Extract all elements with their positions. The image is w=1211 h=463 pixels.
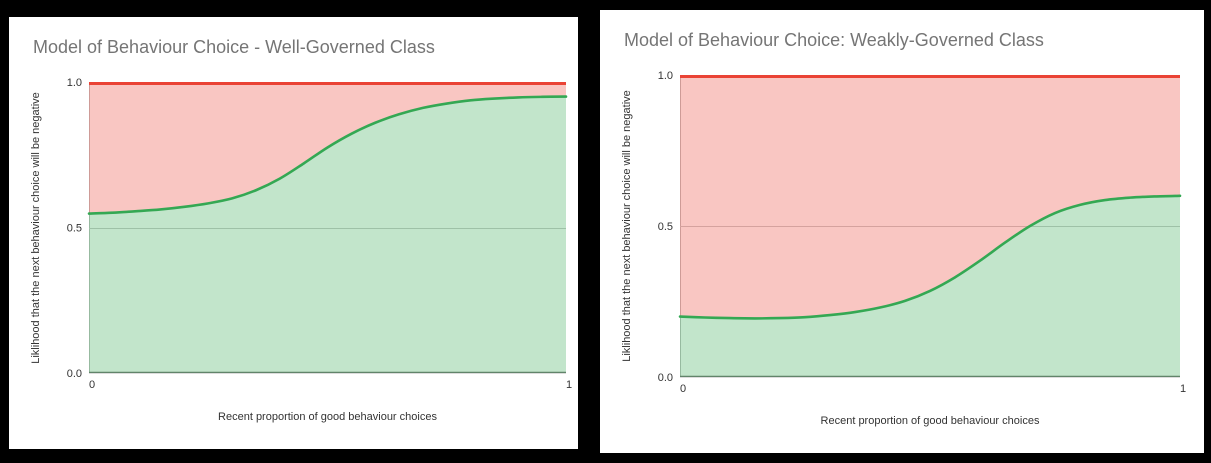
chart-plot-area: 0.0 0.5 1.0 0 1 <box>658 70 1186 395</box>
likelihood-curve <box>87 95 568 215</box>
y-tick-label: 0.0 <box>67 368 82 380</box>
x-axis-title: Recent proportion of good behaviour choi… <box>820 415 1040 427</box>
y-tick-label: 0.5 <box>67 223 82 235</box>
y-tick-label: 0.5 <box>658 221 673 233</box>
y-axis-title: Liklihood that the next behaviour choice… <box>23 82 49 373</box>
y-axis-title-text: Liklihood that the next behaviour choice… <box>30 91 43 364</box>
chart-card-well-governed: Model of Behaviour Choice - Well-Governe… <box>9 17 578 449</box>
x-tick-label: 1 <box>566 379 572 391</box>
negative-outcome-area <box>680 75 1180 319</box>
negative-outcome-area <box>89 82 566 214</box>
chart-title: Model of Behaviour Choice: Weakly-Govern… <box>624 30 1044 50</box>
x-tick-label: 0 <box>89 379 95 391</box>
y-axis-title: Liklihood that the next behaviour choice… <box>614 75 640 377</box>
x-tick-label: 0 <box>680 383 686 395</box>
positive-outcome-area <box>680 195 1180 377</box>
chart-card-weakly-governed: Model of Behaviour Choice: Weakly-Govern… <box>600 10 1204 453</box>
y-tick-label: 1.0 <box>658 70 673 82</box>
chart-plot-area: 0.0 0.5 1.0 0 1 <box>67 77 572 391</box>
chart-canvas: 0.0 0.5 1.0 0 1 <box>658 70 1186 395</box>
likelihood-curve <box>678 194 1182 320</box>
chart-title: Model of Behaviour Choice - Well-Governe… <box>33 37 435 57</box>
x-axis-title: Recent proportion of good behaviour choi… <box>218 411 437 423</box>
chart-canvas: 0.0 0.5 1.0 0 1 <box>67 77 572 391</box>
x-tick-label: 1 <box>1180 383 1186 395</box>
y-tick-label: 0.0 <box>658 372 673 384</box>
positive-outcome-area <box>89 96 566 374</box>
y-tick-label: 1.0 <box>67 77 82 89</box>
y-axis-title-text: Liklihood that the next behaviour choice… <box>621 90 634 362</box>
